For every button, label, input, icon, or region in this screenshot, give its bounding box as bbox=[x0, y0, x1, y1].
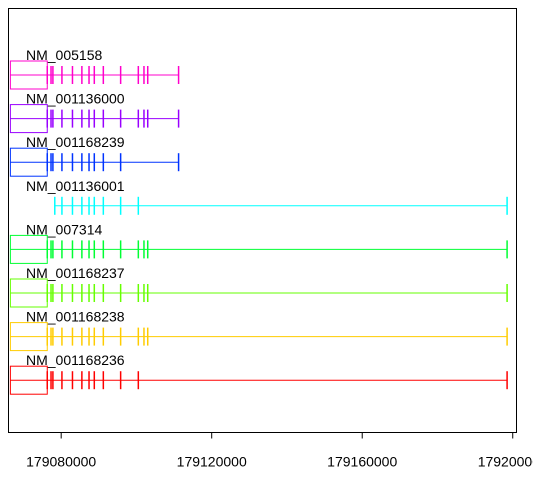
transcript-track: NM_001136001 bbox=[26, 178, 508, 215]
transcript-label: NM_005158 bbox=[26, 47, 102, 63]
transcript-label: NM_001136000 bbox=[26, 91, 125, 107]
transcript-track: NM_005158 bbox=[9, 47, 180, 90]
x-tick-label: 179120000 bbox=[177, 454, 247, 470]
transcript-label: NM_007314 bbox=[26, 221, 102, 237]
transcript-track: NM_001168238 bbox=[9, 309, 508, 352]
transcript-label: NM_001168238 bbox=[26, 309, 125, 325]
x-axis: 179080000 179120000 179160000 179200000 bbox=[26, 432, 533, 470]
x-tick-label: 179200000 bbox=[478, 454, 533, 470]
transcript-tracks: NM_005158 NM_001136000 NM_001168239 NM_0011… bbox=[9, 47, 508, 395]
x-tick-label: 179160000 bbox=[327, 454, 397, 470]
transcript-label: NM_001168236 bbox=[26, 352, 125, 368]
transcript-track: NM_001168239 bbox=[9, 134, 180, 177]
transcript-track: NM_001136000 bbox=[9, 91, 180, 134]
transcript-label: NM_001168239 bbox=[26, 134, 125, 150]
plot-area-border bbox=[8, 8, 517, 433]
transcript-track: NM_007314 bbox=[9, 221, 508, 264]
transcript-track: NM_001168236 bbox=[9, 352, 508, 395]
transcript-track: NM_001168237 bbox=[9, 265, 508, 308]
transcript-label: NM_001168237 bbox=[26, 265, 125, 281]
x-tick-label: 179080000 bbox=[26, 454, 96, 470]
transcript-label: NM_001136001 bbox=[26, 178, 125, 194]
